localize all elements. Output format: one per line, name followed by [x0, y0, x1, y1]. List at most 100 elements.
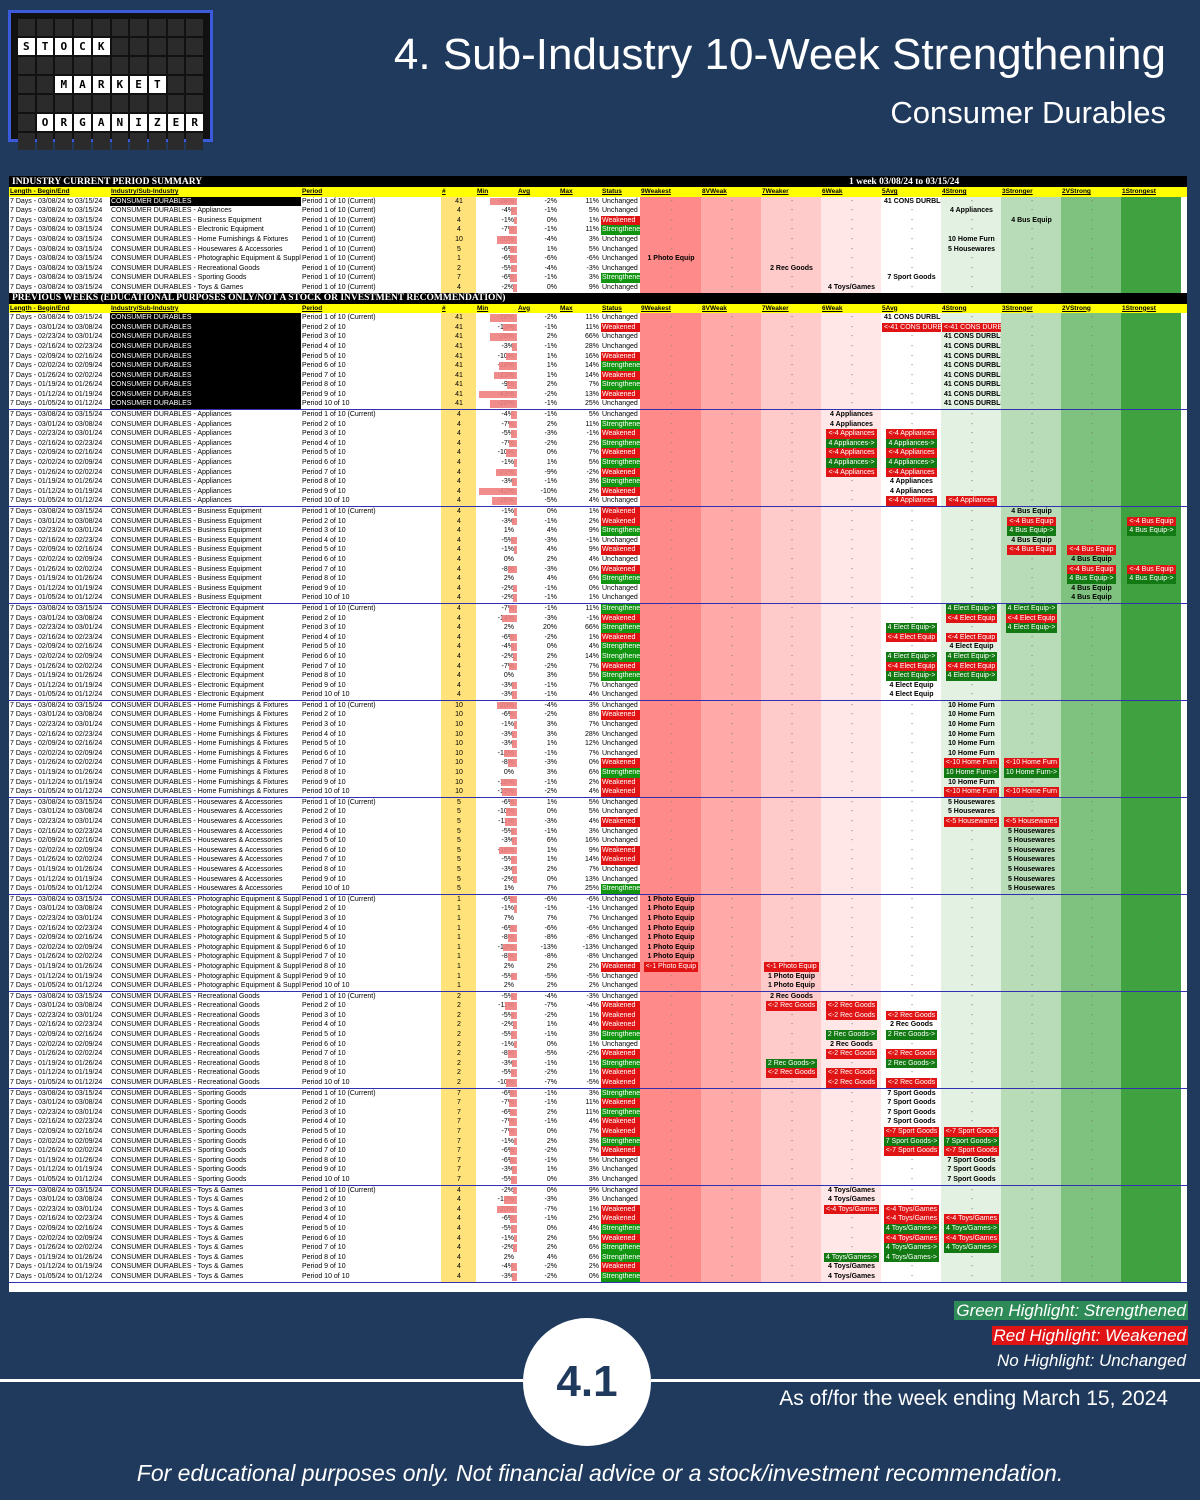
period-cell: Period 8 of 10 [302, 478, 346, 486]
max-cell: 5% [588, 207, 599, 215]
level-tag: <-4 Appliances [886, 496, 937, 506]
level-cell-4strong: - [941, 1088, 1001, 1099]
min-cell: -3% [476, 341, 517, 352]
level-cell-2vstrong: - [1061, 516, 1121, 527]
logo-letter [36, 95, 54, 112]
empty-mark: - [670, 1215, 673, 1223]
header-cell: # [442, 304, 446, 312]
level-cell-8vweak: - [701, 361, 761, 371]
avg-cell: -4% [544, 235, 557, 243]
count-cell: 1 [441, 952, 476, 962]
empty-mark: - [730, 487, 734, 495]
logo-letter [130, 57, 147, 74]
min-bar [511, 411, 517, 419]
level-cell-9weakest: - [640, 477, 701, 487]
status-cell: Unchanged [602, 1156, 638, 1164]
status-cell: Weakened [601, 1233, 640, 1244]
empty-mark: - [1030, 711, 1034, 719]
period-cell: Period 2 of 10 [302, 1196, 346, 1204]
empty-mark: - [1030, 934, 1034, 942]
empty-mark: - [1090, 759, 1094, 767]
empty-mark: - [1030, 1147, 1034, 1155]
date-range-cell: 7 Days - 01/19/24 to 01/26/24 [10, 672, 103, 680]
count-cell: 4 [441, 467, 476, 478]
empty-mark: - [1090, 846, 1094, 854]
empty-mark: - [1090, 1059, 1094, 1067]
empty-mark: - [970, 1002, 974, 1010]
level-cell-1strongest: - [1121, 1185, 1181, 1196]
min-bar [511, 1263, 517, 1271]
level-cell-4strong: 41 CONS DURBLS [941, 361, 1001, 371]
empty-mark: - [670, 459, 673, 467]
level-cell-8vweak: - [701, 1068, 761, 1079]
level-cell-8vweak: - [701, 467, 761, 478]
level-cell-8vweak: - [701, 729, 761, 740]
status-cell: Weakened [601, 787, 640, 797]
level-cell-5avg: - [881, 797, 941, 808]
empty-mark: - [910, 527, 914, 535]
empty-mark: - [1090, 1224, 1094, 1232]
empty-mark: - [1030, 1272, 1034, 1280]
empty-mark: - [790, 575, 794, 583]
level-tag: 10 Home Furn-> [943, 768, 1000, 778]
min-bar [501, 788, 517, 796]
empty-mark: - [730, 1244, 734, 1252]
legend-strengthened: Green Highlight: Strengthened [954, 1301, 1188, 1320]
logo-letter [18, 19, 35, 36]
min-bar [512, 478, 517, 486]
level-cell-6weak: - [821, 603, 881, 614]
header-cell: 7Weaker [762, 188, 789, 195]
empty-mark: - [910, 711, 914, 719]
empty-mark: - [730, 449, 734, 457]
industry-name-cell: CONSUMER DURABLES - Sporting Goods [111, 1166, 247, 1174]
level-cell-5avg: - [881, 399, 941, 410]
empty-mark: - [1090, 895, 1094, 903]
empty-mark: - [670, 721, 673, 729]
date-range-cell: 7 Days - 01/26/24 to 02/02/24 [10, 1147, 103, 1155]
max-cell: -6% [586, 895, 599, 903]
level-cell-1strongest: - [1121, 1020, 1181, 1031]
industry-name-cell: CONSUMER DURABLES - Toys & Games [111, 1244, 244, 1252]
empty-mark: - [670, 197, 673, 205]
level-cell-5avg: - [881, 913, 941, 924]
level-cell-1strongest: - [1121, 380, 1181, 390]
level-tag: 5 Housewares [1007, 827, 1056, 835]
empty-mark: - [910, 759, 914, 767]
empty-mark: - [730, 1234, 734, 1242]
table-row: 7 Days - 03/01/24 to 03/08/24 CONSUMER DU… [9, 516, 1187, 527]
level-cell-5avg: - [881, 419, 941, 430]
min-bar [510, 1031, 517, 1039]
level-cell-7weaker: - [761, 661, 821, 672]
level-cell-5avg: - [881, 642, 941, 652]
empty-mark: - [1090, 924, 1094, 932]
level-cell-3stronger: 5 Housewares [1001, 826, 1061, 837]
industry-name-cell: CONSUMER DURABLES - Photographic Equipme… [111, 934, 301, 942]
period-cell: Period 1 of 10 (Current) [302, 508, 376, 515]
level-cell-9weakest: - [640, 720, 701, 730]
count-cell: 41 [441, 351, 476, 362]
min-bar [510, 1175, 517, 1184]
level-cell-7weaker: <-2 Rec Goods [761, 1068, 821, 1079]
avg-cell: -2% [544, 788, 557, 796]
min-cell: -28% [476, 196, 517, 207]
count-cell: 41 [441, 380, 476, 390]
empty-mark: - [790, 594, 794, 602]
industry-name-cell: CONSUMER DURABLES - Housewares & Accesso… [111, 245, 283, 253]
count-cell: 7 [441, 1174, 476, 1185]
level-cell-6weak: - [821, 690, 881, 700]
empty-mark: - [1090, 652, 1094, 660]
level-cell-1strongest: - [1121, 933, 1181, 943]
count-cell: 5 [441, 864, 476, 875]
min-cell: 0% [476, 671, 517, 681]
level-cell-7weaker: - [761, 486, 821, 497]
level-cell-1strongest: - [1121, 817, 1181, 827]
empty-mark: - [1090, 875, 1094, 883]
level-cell-2vstrong: - [1061, 739, 1121, 749]
level-cell-7weaker: - [761, 894, 821, 905]
date-range-cell: 7 Days - 03/01/24 to 03/08/24 [10, 1002, 103, 1010]
status-cell: Weakened [601, 322, 640, 333]
level-cell-8vweak: - [701, 1262, 761, 1272]
level-cell-3stronger: - [1001, 583, 1061, 594]
table-row: 7 Days - 01/12/24 to 01/19/24 CONSUMER DU… [9, 1068, 1187, 1079]
level-cell-7weaker: - [761, 458, 821, 468]
